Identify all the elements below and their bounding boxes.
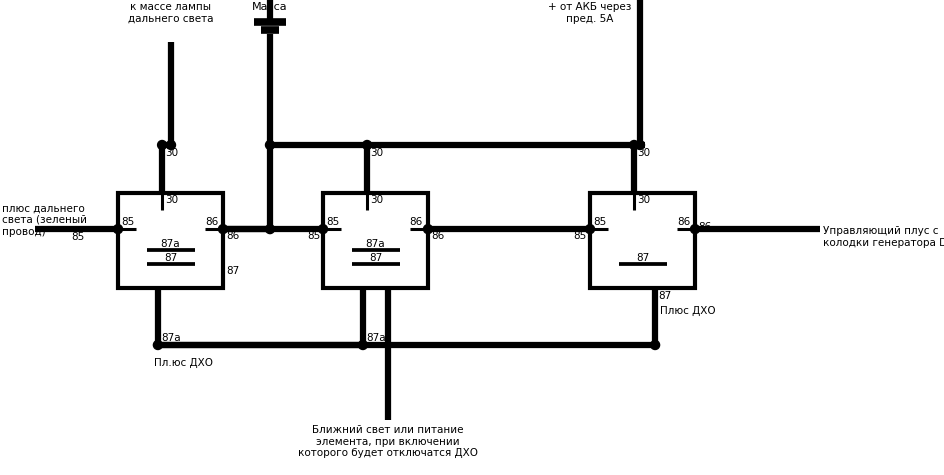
Text: 86: 86: [698, 222, 711, 232]
Text: 85: 85: [574, 231, 587, 241]
Text: Ближний свет или питание
элемента, при включении
которого будет отключатся ДХО: Ближний свет или питание элемента, при в…: [298, 425, 478, 458]
Text: к массе лампы
дальнего света: к массе лампы дальнего света: [128, 2, 213, 24]
Text: 86: 86: [431, 231, 445, 241]
Bar: [118, 193, 223, 288]
Text: 86: 86: [205, 217, 218, 227]
Circle shape: [265, 141, 275, 150]
Circle shape: [218, 225, 228, 234]
Circle shape: [362, 141, 372, 150]
Circle shape: [166, 141, 176, 150]
Circle shape: [158, 141, 166, 150]
Text: 87a: 87a: [160, 239, 180, 249]
Circle shape: [635, 141, 645, 150]
Circle shape: [318, 225, 328, 234]
Text: 86: 86: [677, 217, 690, 227]
Text: 87: 87: [164, 253, 177, 263]
Text: + от АКБ через
пред. 5А: + от АКБ через пред. 5А: [548, 2, 632, 24]
Circle shape: [690, 225, 700, 234]
Text: 85: 85: [72, 232, 85, 242]
Text: Управляющий плус с
колодки генератора D: Управляющий плус с колодки генератора D: [823, 226, 944, 248]
Text: 85: 85: [121, 217, 134, 227]
Text: 87a: 87a: [160, 333, 180, 343]
Circle shape: [650, 341, 660, 350]
Text: 85: 85: [326, 217, 339, 227]
Circle shape: [359, 341, 367, 350]
Text: 87a: 87a: [366, 333, 385, 343]
Text: 30: 30: [637, 195, 650, 205]
Text: Плюс ДХО: Плюс ДХО: [660, 306, 716, 316]
Text: 30: 30: [637, 148, 650, 158]
Text: 86: 86: [226, 231, 239, 241]
Text: 87: 87: [369, 253, 382, 263]
Text: 30: 30: [370, 195, 383, 205]
Text: 87a: 87a: [365, 239, 385, 249]
Circle shape: [113, 225, 123, 234]
Text: 30: 30: [370, 148, 383, 158]
Circle shape: [585, 225, 595, 234]
Text: 30: 30: [165, 195, 178, 205]
Text: Масса: Масса: [252, 2, 288, 12]
Bar: [323, 193, 428, 288]
Text: плюс дальнего
света (зеленый
провод): плюс дальнего света (зеленый провод): [2, 203, 87, 237]
Text: 30: 30: [165, 148, 178, 158]
Text: 85: 85: [307, 231, 320, 241]
Text: 87: 87: [226, 266, 239, 276]
Circle shape: [424, 225, 432, 234]
Text: 87: 87: [658, 291, 671, 301]
Text: 85: 85: [593, 217, 606, 227]
Text: 87: 87: [636, 253, 649, 263]
Circle shape: [153, 341, 162, 350]
Circle shape: [265, 225, 275, 234]
Text: Пл.юс ДХО: Пл.юс ДХО: [155, 358, 213, 368]
Text: 86: 86: [410, 217, 423, 227]
Circle shape: [630, 141, 638, 150]
Bar: [590, 193, 695, 288]
